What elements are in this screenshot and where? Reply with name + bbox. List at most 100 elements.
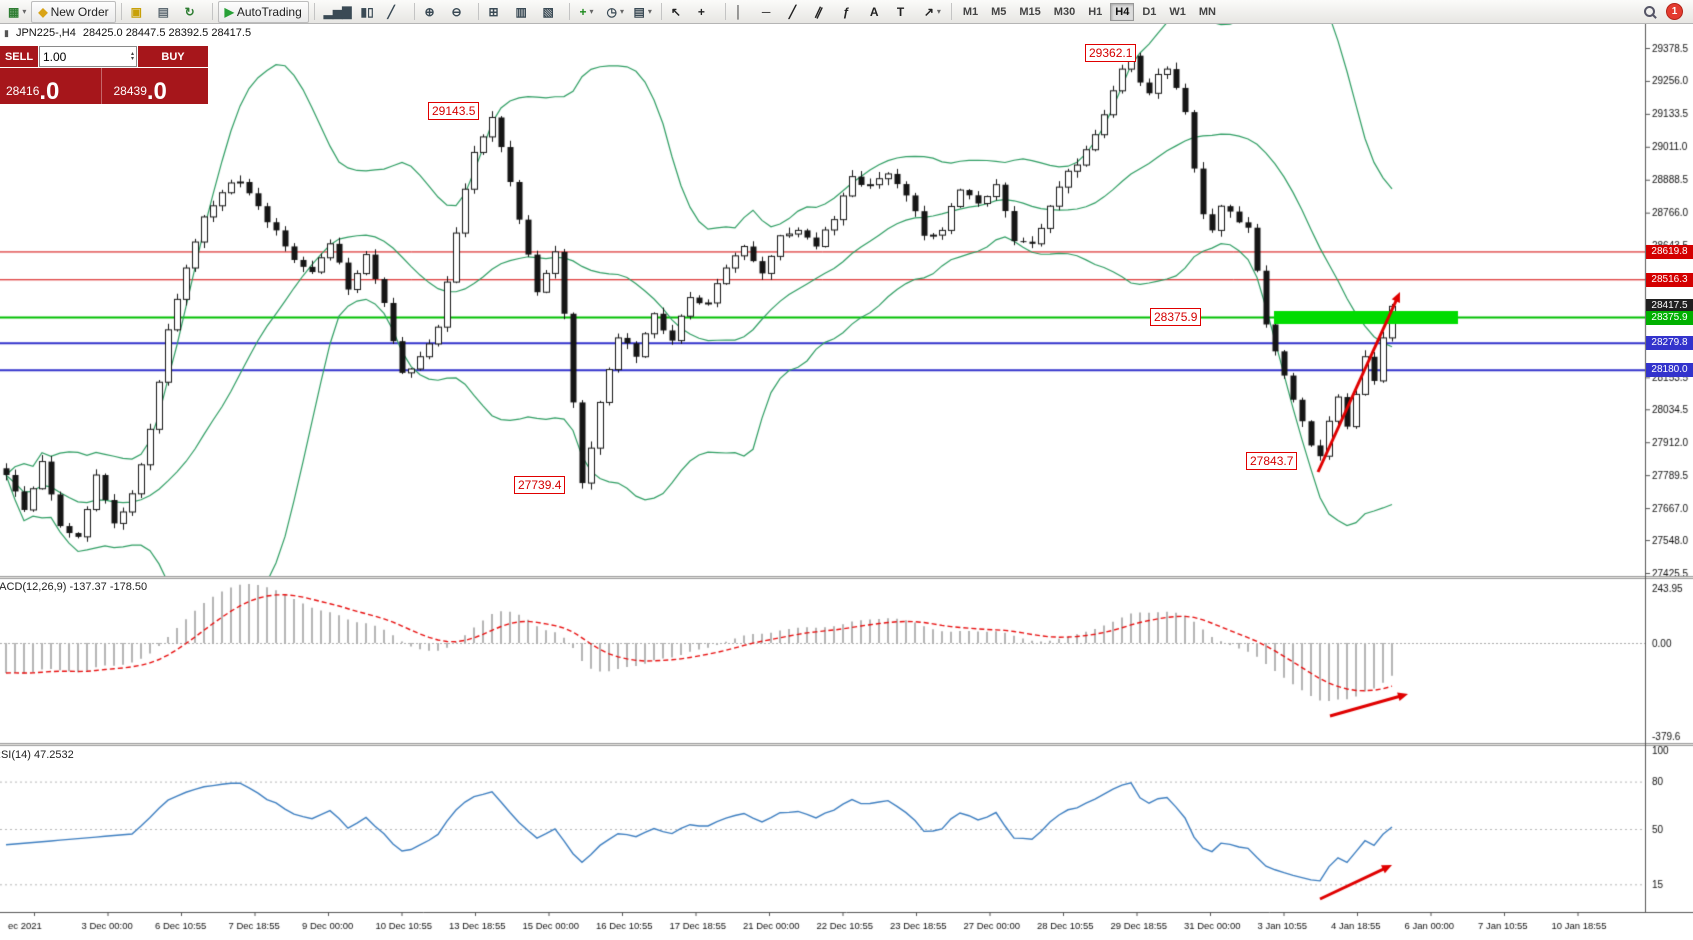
indicators-button-icon: + — [579, 4, 587, 19]
line-chart-icon-icon: ╱ — [387, 4, 395, 19]
price-tag-28619.8: 28619.8 — [1646, 244, 1693, 259]
timeframe-m30[interactable]: M30 — [1053, 5, 1076, 18]
templates-button-icon: ▤ — [633, 4, 645, 19]
buy-price-main: 28439 — [113, 84, 147, 98]
fibonacci-tool-icon: ƒ — [842, 4, 850, 19]
toolbar-separator — [211, 3, 213, 20]
sell-price[interactable]: 28416 .0 — [0, 68, 101, 104]
timeframe-h1[interactable]: H1 — [1088, 5, 1103, 18]
arrows-tool[interactable]: ↗ ▾ — [920, 1, 946, 23]
bar-chart-icon-icon: ▂▅▇ — [323, 4, 352, 19]
new-chart-button[interactable]: ▦ ▾ — [4, 1, 30, 23]
candlestick-chart-icon[interactable]: ▮▯ — [356, 1, 382, 23]
new-order-button-icon: ◆ — [38, 4, 48, 19]
sell-button[interactable]: SELL — [0, 46, 38, 67]
text-tool[interactable]: A — [866, 1, 892, 23]
annotation-27739-4[interactable]: 27739.4 — [514, 476, 566, 494]
refresh-icon-icon: ↻ — [184, 4, 195, 19]
timeframe-m5[interactable]: M5 — [991, 5, 1007, 18]
spinner-down-icon[interactable]: ▾ — [130, 55, 134, 62]
buy-price-frac: .0 — [146, 77, 167, 105]
print-icon[interactable]: ▤ — [154, 1, 180, 23]
horizontal-line-tool-icon: ─ — [761, 4, 771, 19]
symbol-title: JPN225-,H4 — [15, 27, 76, 39]
timeframe-d1[interactable]: D1 — [1142, 5, 1157, 18]
chart-window: ▮ JPN225-,H4 28425.0 28447.5 28392.5 284… — [0, 24, 1693, 940]
price-tag-28180.0: 28180.0 — [1646, 363, 1693, 378]
cascade-windows-icon-icon: ▧ — [542, 4, 554, 19]
fibonacci-tool[interactable]: ƒ — [839, 1, 865, 23]
price-tag-28516.3: 28516.3 — [1646, 272, 1693, 287]
price-tag-28375.9: 28375.9 — [1646, 310, 1693, 325]
volume-box: ▴▾ — [39, 46, 137, 67]
notification-badge[interactable]: 1 — [1666, 3, 1683, 20]
channel-tool[interactable]: ∥ — [812, 1, 838, 23]
price-tag-28279.8: 28279.8 — [1646, 336, 1693, 351]
trendline-tool-icon: ╱ — [788, 4, 797, 19]
symbol-ohlc: 28425.0 28447.5 28392.5 28417.5 — [82, 27, 252, 39]
arrange-windows-icon[interactable]: ▥ — [511, 1, 537, 23]
timeframe-m15[interactable]: M15 — [1019, 5, 1041, 18]
spinner-up-icon[interactable]: ▴ — [130, 50, 134, 57]
timeframe-m1[interactable]: M1 — [962, 5, 979, 18]
arrange-windows-icon-icon: ▥ — [515, 4, 527, 19]
zoom-in-button-icon: ⊕ — [424, 4, 435, 19]
periods-button[interactable]: ◷ ▾ — [602, 1, 628, 23]
volume-input[interactable] — [40, 49, 118, 64]
chart-overlay: ▮ JPN225-,H4 28425.0 28447.5 28392.5 284… — [0, 24, 1693, 940]
vertical-line-tool[interactable]: │ — [731, 1, 757, 23]
new-order-button[interactable]: ◆ New Order — [31, 0, 116, 23]
refresh-icon[interactable]: ↻ — [181, 1, 207, 23]
toolbar-separator — [313, 3, 315, 20]
arrows-tool-icon: ↗ — [923, 4, 934, 19]
search-icon[interactable] — [1643, 5, 1657, 19]
chevron-down-icon: ▾ — [589, 7, 594, 16]
autotrading-button-label: AutoTrading — [236, 4, 302, 19]
toolbar-separator — [120, 3, 122, 20]
candlestick-chart-icon-icon: ▮▯ — [360, 4, 374, 19]
horizontal-line-tool[interactable]: ─ — [758, 1, 784, 23]
toolbar-separator — [414, 3, 416, 20]
timeframe-h4[interactable]: H4 — [1110, 2, 1135, 21]
crosshair-tool-icon: + — [697, 4, 705, 19]
symbol-header: ▮ JPN225-,H4 28425.0 28447.5 28392.5 284… — [4, 27, 251, 39]
buy-price[interactable]: 28439 .0 — [100, 68, 209, 105]
toolbar-separator — [478, 3, 480, 20]
autotrading-button[interactable]: ▶ AutoTrading — [217, 0, 309, 23]
annotation-28375-9[interactable]: 28375.9 — [1150, 308, 1202, 326]
new-chart-button-icon: ▦ — [8, 4, 20, 19]
toolbar-separator — [724, 3, 726, 20]
annotation-27843-7[interactable]: 27843.7 — [1246, 452, 1298, 470]
buy-button[interactable]: BUY — [138, 46, 208, 67]
market-watch-icon[interactable]: ▣ — [127, 1, 153, 23]
bar-chart-icon[interactable]: ▂▅▇ — [320, 1, 356, 23]
toolbar-separator — [569, 3, 571, 20]
print-icon-icon: ▤ — [157, 4, 169, 19]
label-tool-icon: T — [896, 4, 905, 19]
line-chart-icon[interactable]: ╱ — [383, 1, 409, 23]
label-tool[interactable]: T — [893, 1, 919, 23]
timeframe-mn[interactable]: MN — [1198, 5, 1216, 18]
toolbar-right: 1 — [1643, 3, 1689, 20]
timeframe-w1[interactable]: W1 — [1169, 5, 1186, 18]
zoom-out-button[interactable]: ⊖ — [447, 1, 473, 23]
zoom-in-button[interactable]: ⊕ — [420, 1, 446, 23]
chevron-down-icon: ▾ — [22, 7, 27, 16]
crosshair-tool[interactable]: + — [694, 1, 720, 23]
tile-windows-icon-icon: ⊞ — [488, 4, 499, 19]
trendline-tool[interactable]: ╱ — [785, 1, 811, 23]
toolbar-separator — [950, 3, 952, 20]
templates-button[interactable]: ▤ ▾ — [629, 1, 655, 23]
annotation-29143-5[interactable]: 29143.5 — [428, 102, 480, 120]
annotation-29362-1[interactable]: 29362.1 — [1085, 44, 1137, 62]
indicators-button[interactable]: + ▾ — [575, 1, 601, 23]
zoom-out-button-icon: ⊖ — [451, 4, 462, 19]
cursor-tool[interactable]: ↖ — [667, 1, 693, 23]
chevron-down-icon: ▾ — [647, 7, 652, 16]
one-click-trading-panel: SELL ▴▾ BUY 28416 .0 28439 .0 — [0, 46, 208, 104]
tile-windows-icon[interactable]: ⊞ — [484, 1, 510, 23]
price-tag-28417.5: 28417.5 — [1646, 299, 1693, 314]
cascade-windows-icon[interactable]: ▧ — [538, 1, 564, 23]
chart-canvas[interactable] — [0, 24, 1693, 940]
channel-tool-icon: ∥ — [813, 3, 825, 20]
